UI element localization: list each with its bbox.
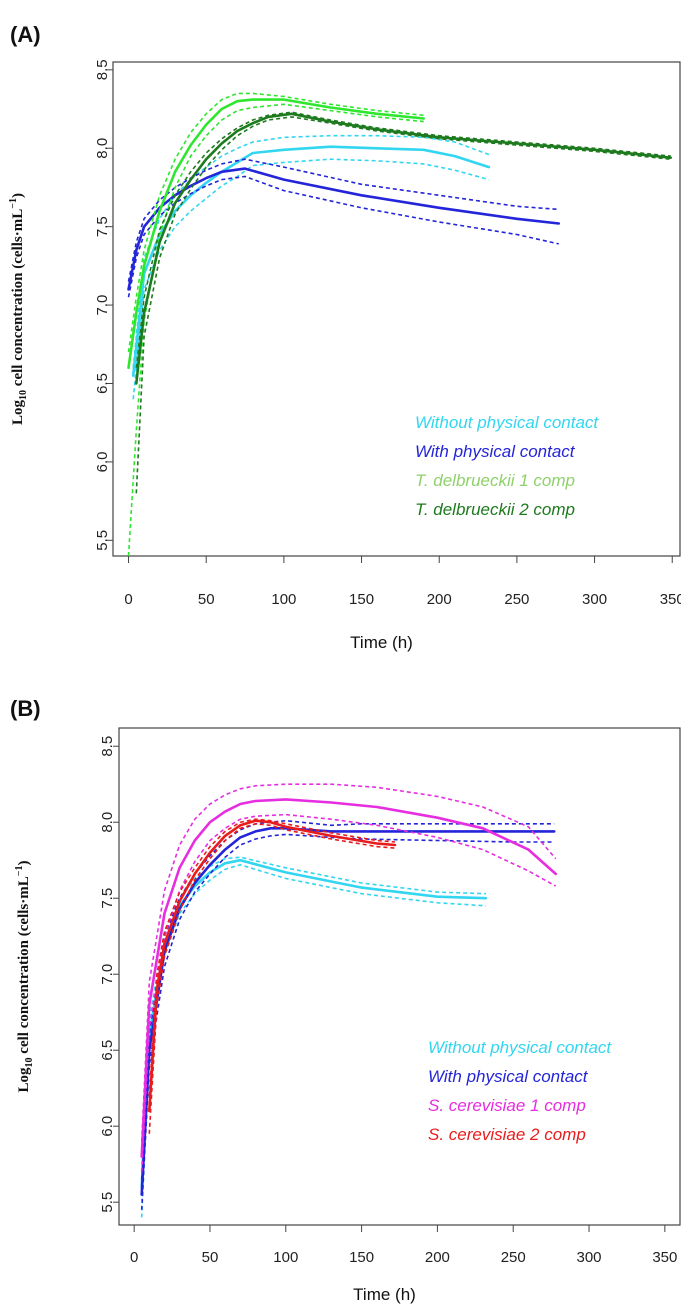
x-tick-label: 200 xyxy=(427,591,452,608)
x-tick-label: 0 xyxy=(130,1249,138,1266)
legend-entry: Without physical contact xyxy=(415,413,599,432)
series-lower-bound xyxy=(127,175,559,298)
legend-entry: With physical contact xyxy=(428,1067,589,1086)
legend-entry: Without physical contact xyxy=(428,1038,612,1057)
y-tick-label: 8.5 xyxy=(99,736,116,757)
legend-entry: S. cerevisiae 2 comp xyxy=(428,1125,586,1144)
x-tick-label: 100 xyxy=(273,1249,298,1266)
legend-entry: S. cerevisiae 1 comp xyxy=(428,1096,586,1115)
x-tick-label: 350 xyxy=(652,1249,677,1266)
series-upper-bound xyxy=(148,818,396,1096)
series-line xyxy=(140,827,556,1196)
plot-frame xyxy=(112,61,681,557)
series-line xyxy=(127,98,425,370)
x-tick-label: 50 xyxy=(198,591,215,608)
y-tick-label: 8.0 xyxy=(99,812,116,833)
legend-entry: With physical contact xyxy=(415,442,576,461)
series-upper-bound xyxy=(135,111,671,368)
series-4 xyxy=(148,818,397,1134)
y-tick-label: 7.5 xyxy=(94,216,111,237)
series-lower-bound xyxy=(148,822,396,1134)
series-upper-bound xyxy=(140,783,557,1142)
y-axis-label: Log10 cell concentration (cells·mL−1) xyxy=(14,861,35,1093)
chart-panel-1: (A) 5.5 6.0 6.5 7.0 7.5 8.0 8.5 0 50 100 150 200 250 3… xyxy=(8,22,681,652)
series-upper-bound xyxy=(132,134,490,368)
x-tick-label: 300 xyxy=(577,1249,602,1266)
series-lower-bound xyxy=(127,103,424,556)
y-axis-label-end: ) xyxy=(16,861,32,866)
y-tick-label: 5.5 xyxy=(94,530,111,551)
y-tick-label: 8.5 xyxy=(94,59,111,80)
y-tick-label: 8.0 xyxy=(94,138,111,159)
y-axis-label-subscript: 10 xyxy=(18,390,29,400)
legend: Without physical contact With physical co… xyxy=(415,413,599,519)
x-axis-label: Time (h) xyxy=(350,633,413,652)
y-axis-label-end: ) xyxy=(10,193,26,198)
plot-area xyxy=(127,92,672,556)
y-axis-label-main: Log xyxy=(16,1067,32,1093)
plot-frame xyxy=(118,727,681,1226)
y-tick-label: 7.0 xyxy=(99,964,116,985)
y-axis-label-main: Log xyxy=(10,399,26,425)
y-tick-label: 6.0 xyxy=(94,451,111,472)
x-axis-label: Time (h) xyxy=(353,1285,416,1304)
y-axis-label-superscript: −1 xyxy=(8,198,19,209)
y-axis-label-middle: cell concentration (cells·mL xyxy=(10,209,26,390)
series-3 xyxy=(127,92,425,556)
series-4 xyxy=(135,111,672,494)
x-tick-label: 300 xyxy=(582,591,607,608)
plot-area xyxy=(140,783,557,1218)
series-line xyxy=(148,819,397,1113)
x-tick-label: 250 xyxy=(501,1249,526,1266)
y-tick-label: 6.0 xyxy=(99,1116,116,1137)
series-lower-bound xyxy=(135,116,671,494)
y-tick-label: 7.0 xyxy=(94,295,111,316)
legend: Without physical contact With physical co… xyxy=(428,1038,612,1144)
legend-entry: T. delbrueckii 1 comp xyxy=(415,471,575,490)
y-tick-label: 6.5 xyxy=(94,373,111,394)
legend-entry: T. delbrueckii 2 comp xyxy=(415,500,575,519)
panel-label: (B) xyxy=(10,696,41,721)
x-tick-label: 200 xyxy=(425,1249,450,1266)
x-tick-label: 150 xyxy=(349,591,374,608)
series-line xyxy=(127,167,561,291)
x-tick-label: 100 xyxy=(271,591,296,608)
y-axis-label-subscript: 10 xyxy=(24,1057,35,1067)
x-tick-label: 150 xyxy=(349,1249,374,1266)
panel-label: (A) xyxy=(10,22,41,47)
series-line xyxy=(135,112,672,385)
y-axis-label: Log10 cell concentration (cells·mL−1) xyxy=(8,193,29,425)
x-tick-label: 50 xyxy=(202,1249,219,1266)
series-line xyxy=(140,798,557,1158)
y-tick-label: 7.5 xyxy=(99,888,116,909)
y-axis-label-superscript: −1 xyxy=(14,866,25,877)
x-tick-label: 350 xyxy=(660,591,681,608)
series-1 xyxy=(131,134,491,400)
x-tick-label: 250 xyxy=(504,591,529,608)
chart-panel-2: (B) 5.5 6.0 6.5 7.0 7.5 8.0 8.5 0 50 100 150 200 250 3… xyxy=(10,696,681,1304)
series-upper-bound xyxy=(127,92,424,353)
series-lower-bound xyxy=(140,833,555,1210)
x-tick-label: 0 xyxy=(124,591,132,608)
y-tick-label: 5.5 xyxy=(99,1192,116,1213)
series-2 xyxy=(127,158,561,298)
y-tick-label: 6.5 xyxy=(99,1040,116,1061)
y-axis-label-middle: cell concentration (cells·mL xyxy=(16,876,32,1057)
